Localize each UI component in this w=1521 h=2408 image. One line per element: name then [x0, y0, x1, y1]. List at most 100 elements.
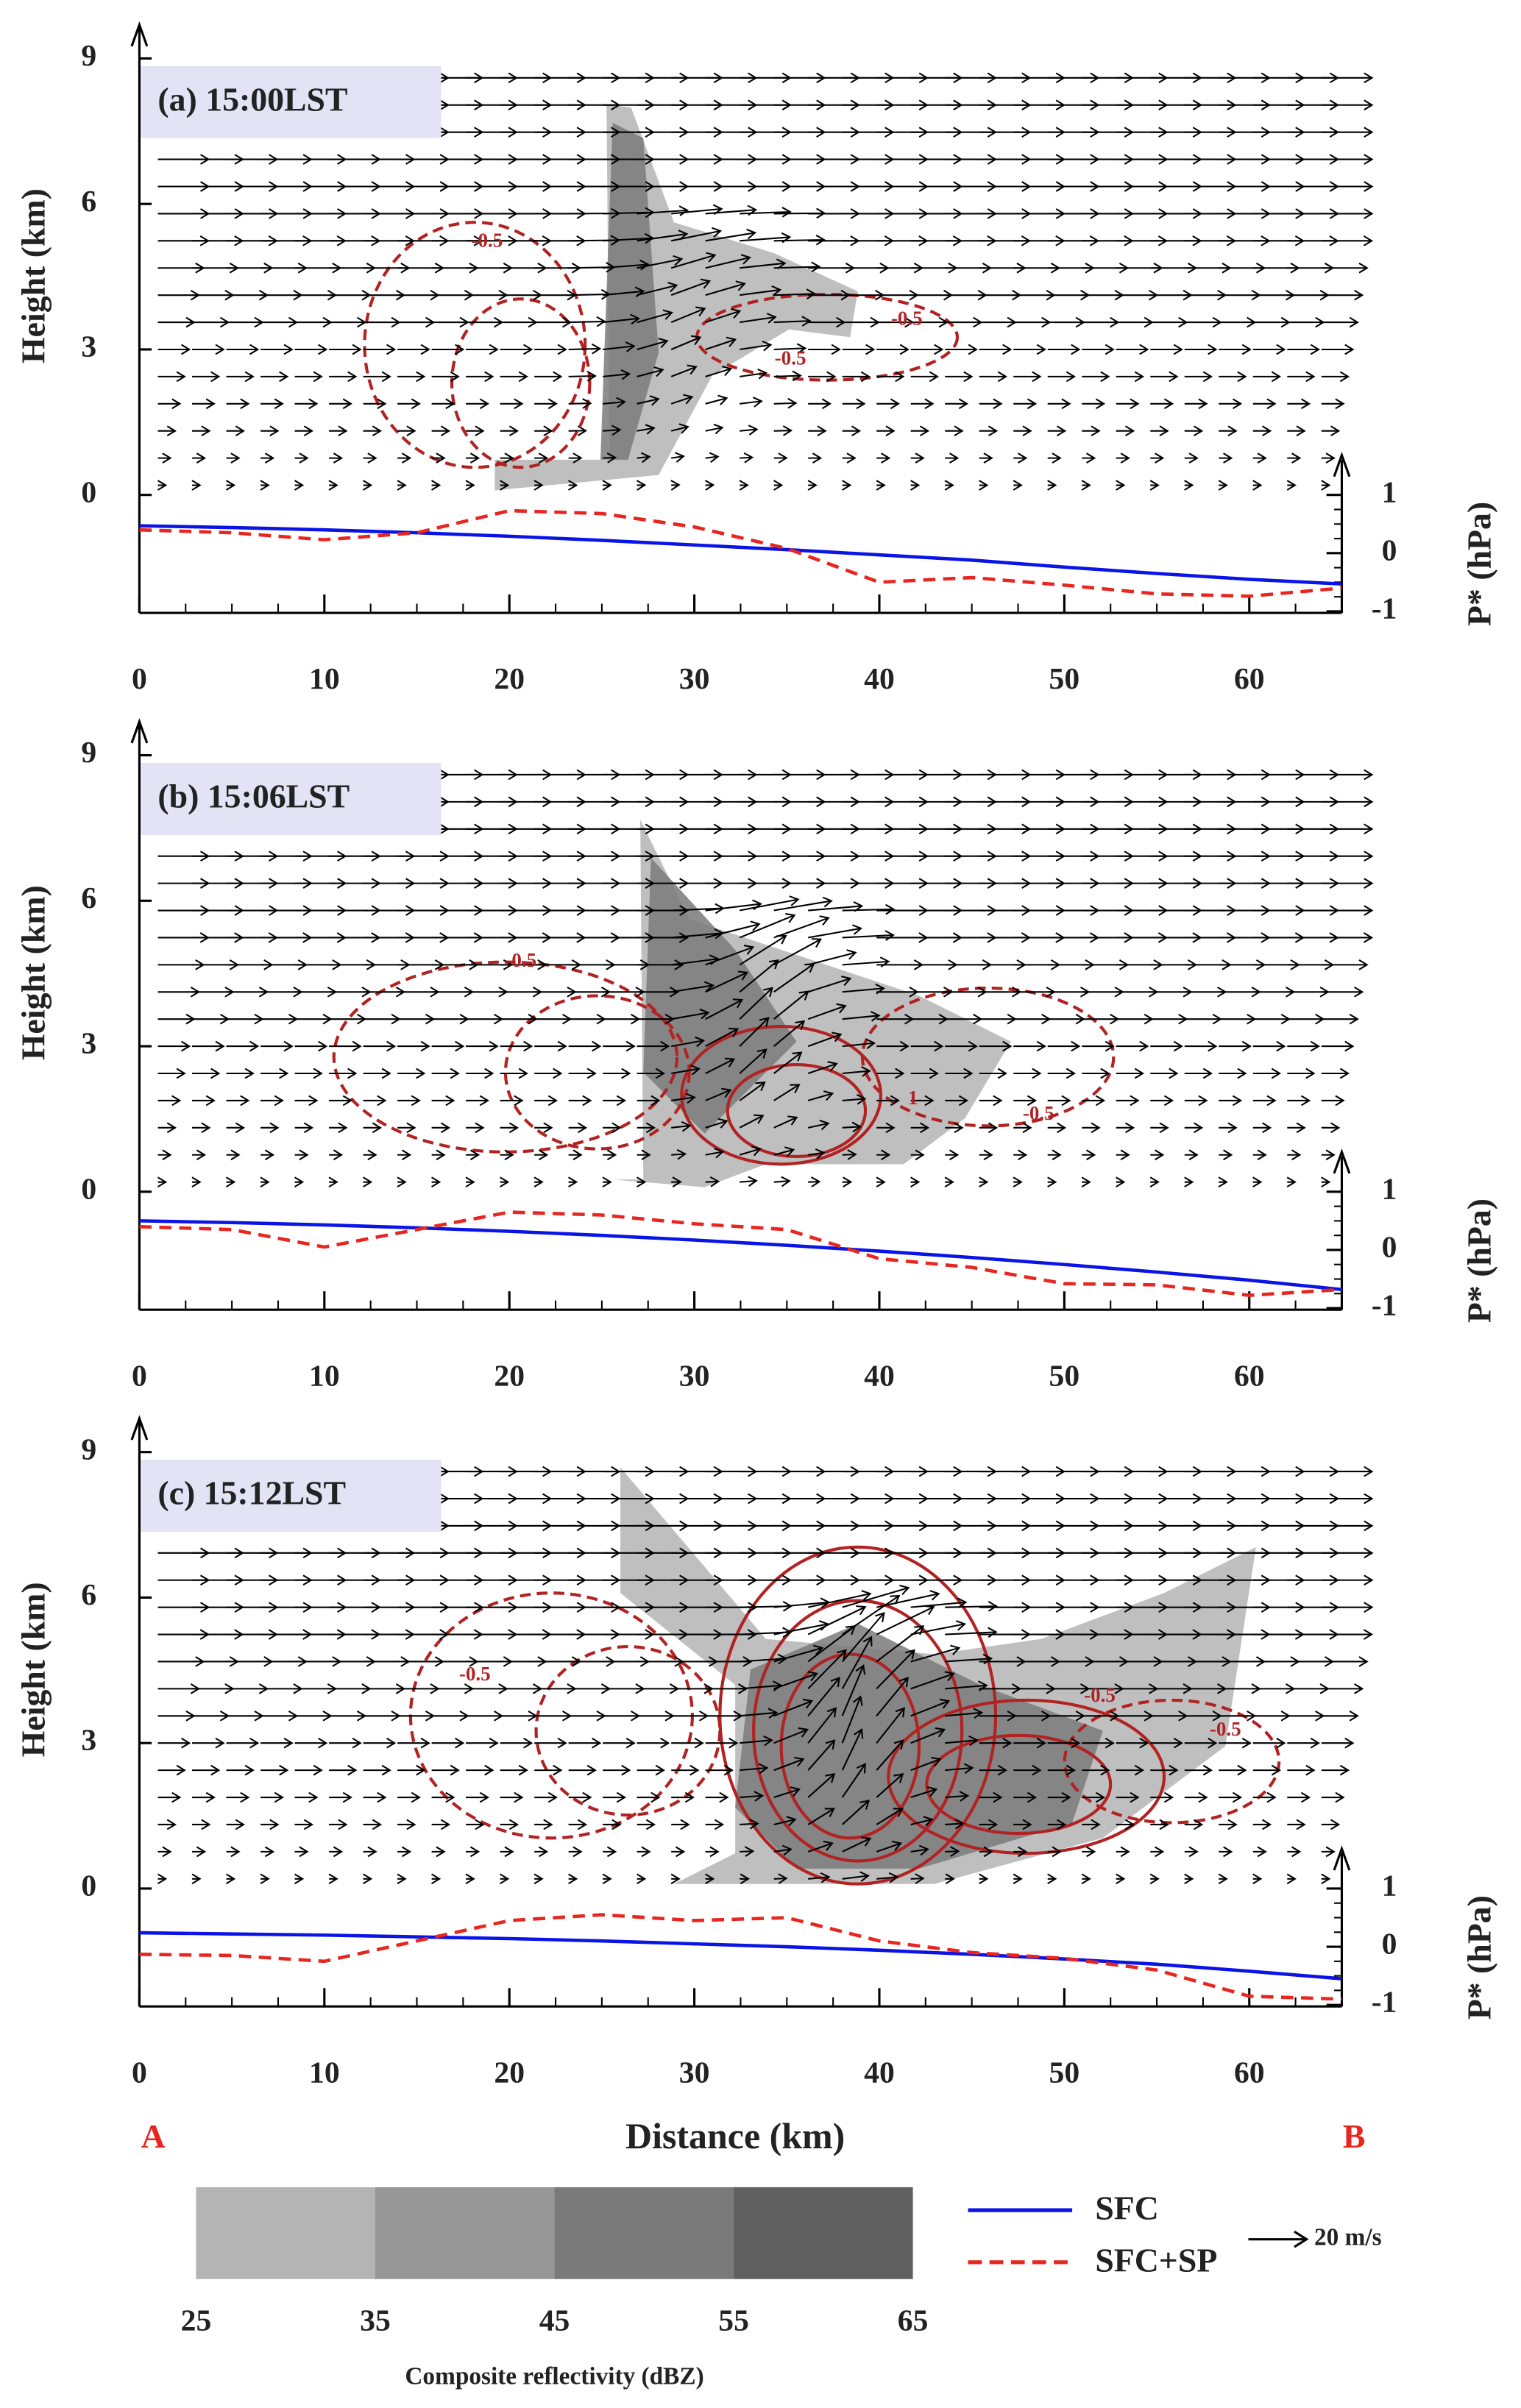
wind-vector [431, 344, 465, 355]
wind-vector [603, 1791, 627, 1803]
wind-vector [500, 1149, 514, 1161]
y2-axis-label: P* (hPa) [1460, 502, 1497, 626]
wind-vector [1321, 1547, 1374, 1559]
wind-vector [1252, 1068, 1282, 1079]
wind-vector [1150, 1149, 1165, 1161]
wind-vector [1321, 1602, 1374, 1613]
legend-label: SFC [1095, 2189, 1159, 2227]
wind-vector [910, 452, 925, 464]
wind-vector [1047, 452, 1062, 464]
wind-vector [773, 1727, 809, 1744]
wind-vector [500, 316, 538, 328]
wind-vector [705, 254, 751, 269]
wind-vector [1321, 72, 1374, 84]
wind-vector [568, 1819, 588, 1830]
contour-label: 1 [908, 1087, 918, 1109]
wind-vector [979, 1095, 1003, 1107]
wind-vector [1286, 1873, 1297, 1885]
wind-vector [773, 316, 812, 327]
wind-vector [1252, 1873, 1263, 1885]
wind-vector [740, 285, 782, 296]
wind-vector [260, 398, 284, 410]
wind-vector [1184, 480, 1194, 491]
wind-vector [534, 1013, 572, 1025]
wind-vector [466, 452, 481, 464]
wind-vector [1150, 1095, 1174, 1107]
wind-vector [979, 1176, 989, 1187]
wind-vector [945, 1873, 956, 1885]
wind-vector [945, 1068, 974, 1079]
wind-vector [500, 1068, 528, 1079]
wind-vector [637, 205, 689, 216]
wind-vector [979, 1040, 1013, 1052]
wind-vector [397, 1176, 407, 1187]
y-tick-label: 3 [81, 1724, 96, 1758]
wind-vector [533, 1176, 544, 1187]
wind-vector [637, 1176, 647, 1187]
wind-vector [1184, 1176, 1194, 1187]
wind-vector [500, 1176, 510, 1187]
wind-vector [157, 1764, 186, 1776]
wind-vector [808, 344, 841, 355]
wind-vector [876, 1040, 910, 1052]
wind-vector [876, 1739, 904, 1771]
wind-vector [329, 1819, 348, 1830]
wind-vector [910, 1644, 961, 1663]
wind-vector [260, 425, 280, 437]
wind-vector [397, 1791, 421, 1803]
wind-vector [945, 1040, 978, 1052]
wind-vector [842, 1800, 871, 1825]
wind-vector [670, 480, 681, 491]
wind-vector [1150, 1846, 1165, 1858]
y2-tick-label: 1 [1382, 1172, 1397, 1206]
wind-vector [260, 1149, 275, 1161]
wind-vector [602, 1176, 612, 1187]
wind-vector [841, 1763, 866, 1798]
wind-vector [397, 344, 430, 355]
wind-vector [945, 1818, 965, 1830]
wind-vector [807, 1772, 836, 1798]
wind-vector [1219, 452, 1233, 464]
wind-vector [670, 394, 694, 405]
wind-vector [1321, 769, 1374, 781]
panel-label-box [139, 763, 442, 835]
wind-vector [534, 1791, 559, 1803]
wind-vector [740, 425, 759, 436]
wind-vector [1047, 1791, 1071, 1803]
wind-vector [773, 1844, 793, 1856]
wind-vector [1321, 1176, 1331, 1187]
wind-vector [225, 1176, 236, 1187]
wind-vector [603, 397, 626, 408]
wind-vector [842, 425, 862, 437]
wind-vector [1013, 1013, 1052, 1025]
wind-vector [1150, 344, 1183, 355]
wind-vector [260, 344, 294, 355]
wind-vector [226, 425, 246, 437]
wind-vector [397, 1764, 426, 1776]
wind-vector [329, 1149, 344, 1161]
wind-vector [773, 1756, 805, 1772]
wind-vector [705, 423, 724, 435]
wind-vector [1219, 1149, 1233, 1161]
wind-vector [1321, 1520, 1374, 1532]
wind-vector [808, 1148, 826, 1159]
y-tick-label: 3 [81, 1027, 96, 1061]
wind-vector [807, 1808, 835, 1825]
wind-vector [945, 1763, 974, 1775]
wind-vector [397, 1737, 430, 1749]
contour-label: -0.5 [1084, 1684, 1116, 1706]
wind-vector [1013, 316, 1052, 328]
wind-vector [636, 480, 647, 491]
wind-vector [1321, 344, 1355, 355]
wind-vector [1252, 1013, 1291, 1025]
wind-vector [1219, 316, 1257, 328]
wind-vector [260, 1176, 270, 1187]
wind-vector [294, 398, 319, 410]
wind-vector [1286, 480, 1297, 491]
wind-vector [910, 1620, 967, 1635]
wind-vector [603, 369, 631, 380]
wind-vector [363, 1791, 387, 1803]
y2-axis [1333, 1845, 1351, 2007]
wind-vector [637, 1040, 670, 1052]
wind-vector [534, 452, 549, 464]
